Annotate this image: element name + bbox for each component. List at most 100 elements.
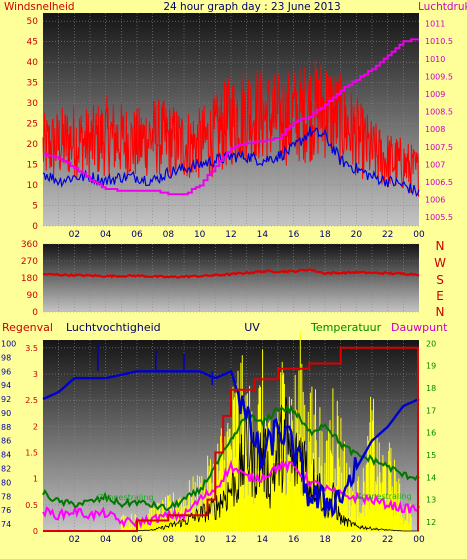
compass-label-w: W bbox=[434, 256, 446, 270]
temperature-label: Temperatuur bbox=[310, 321, 382, 334]
dewpoint-label: Dauwpunt bbox=[391, 321, 448, 334]
compass-label-n-bottom: N bbox=[436, 305, 445, 319]
humidity-y-tick-label: 90 bbox=[1, 409, 11, 418]
wind-y-tick-label: 50 bbox=[27, 17, 39, 27]
rain-y-tick-label: 1 bbox=[33, 475, 38, 484]
x-tick-label: 12 bbox=[225, 230, 236, 240]
x-tick-label: 04 bbox=[100, 535, 112, 545]
direction-y-tick-label: 0 bbox=[32, 308, 38, 318]
temperature-y-tick-label: 15 bbox=[426, 451, 436, 460]
temperature-y-tick-label: 17 bbox=[426, 406, 436, 415]
humidity-y-tick-label: 76 bbox=[1, 506, 11, 515]
x-tick-label: 16 bbox=[288, 230, 300, 240]
wind-y-tick-label: 20 bbox=[27, 140, 39, 150]
pressure-y-tick-label: 1007 bbox=[425, 160, 445, 169]
x-tick-label: 14 bbox=[257, 230, 269, 240]
x-tick-label: 10 bbox=[194, 230, 206, 240]
temperature-y-tick-label: 20 bbox=[426, 339, 436, 348]
x-tick-label: 08 bbox=[163, 535, 175, 545]
wind-y-tick-label: 35 bbox=[27, 79, 38, 89]
wind-speed-label: Windsnelheid bbox=[4, 1, 75, 13]
humidity-label: Luchtvochtigheid bbox=[66, 321, 161, 334]
pressure-y-tick-label: 1011 bbox=[425, 20, 445, 29]
pressure-y-tick-label: 1008.5 bbox=[425, 108, 453, 117]
x-tick-label: 14 bbox=[257, 535, 269, 545]
chart-title: 24 hour graph day : 23 June 2013 bbox=[163, 1, 340, 13]
solar-overlay-label-left: Zonnestraling bbox=[98, 493, 154, 502]
humidity-y-tick-label: 100 bbox=[1, 339, 16, 348]
x-tick-label: 00 bbox=[413, 230, 425, 240]
humidity-y-tick-label: 98 bbox=[1, 353, 11, 362]
pressure-y-tick-label: 1006.5 bbox=[425, 178, 453, 187]
humidity-y-tick-label: 96 bbox=[1, 367, 11, 376]
rain-y-tick-label: 2 bbox=[33, 422, 38, 431]
temperature-y-tick-label: 12 bbox=[426, 518, 436, 527]
wind-direction-line bbox=[43, 268, 419, 279]
direction-y-tick-label: 180 bbox=[21, 274, 38, 284]
x-tick-label: 22 bbox=[382, 535, 393, 545]
wind-speed-line bbox=[42, 59, 420, 197]
uv-label: UV bbox=[244, 321, 260, 334]
humidity-y-tick-label: 94 bbox=[1, 381, 11, 390]
rain-y-tick-label: 3 bbox=[33, 370, 38, 379]
solar-overlay-label-right: Zonnestraling bbox=[356, 492, 412, 501]
x-tick-label: 20 bbox=[351, 230, 363, 240]
x-tick-label: 00 bbox=[413, 535, 425, 545]
temperature-y-tick-label: 18 bbox=[426, 384, 436, 393]
compass-label-e: E bbox=[436, 289, 444, 303]
rain-y-tick-label: 0.5 bbox=[25, 501, 38, 510]
x-tick-label: 02 bbox=[69, 535, 80, 545]
pressure-y-tick-label: 1009 bbox=[425, 90, 445, 99]
humidity-line bbox=[42, 369, 420, 518]
humidity-y-tick-label: 78 bbox=[1, 492, 11, 501]
humidity-y-tick-label: 82 bbox=[1, 464, 11, 473]
x-tick-label: 22 bbox=[382, 230, 393, 240]
compass-label-s: S bbox=[436, 273, 444, 287]
pressure-y-tick-label: 1006 bbox=[425, 196, 445, 205]
x-tick-label: 08 bbox=[163, 230, 175, 240]
wind-gust-line bbox=[42, 126, 420, 197]
pressure-y-tick-label: 1005.5 bbox=[425, 213, 453, 222]
x-tick-label: 02 bbox=[69, 230, 80, 240]
temperature-y-tick-label: 14 bbox=[426, 473, 436, 482]
temperature-y-tick-label: 19 bbox=[426, 362, 436, 371]
humidity-y-tick-label: 80 bbox=[1, 478, 11, 487]
x-tick-label: 16 bbox=[288, 535, 300, 545]
direction-y-tick-label: 90 bbox=[27, 291, 39, 301]
wind-y-tick-label: 30 bbox=[27, 99, 39, 109]
direction-y-tick-label: 360 bbox=[21, 240, 38, 250]
rain-y-tick-label: 3.5 bbox=[25, 344, 38, 353]
x-tick-label: 06 bbox=[131, 230, 143, 240]
pressure-y-tick-label: 1010 bbox=[425, 55, 445, 64]
temperature-y-tick-label: 13 bbox=[426, 496, 436, 505]
x-tick-label: 04 bbox=[100, 230, 112, 240]
wind-y-tick-label: 15 bbox=[27, 161, 38, 171]
pressure-label: Luchtdruk bbox=[418, 1, 467, 13]
wind-y-tick-label: 0 bbox=[32, 222, 38, 232]
humidity-y-tick-label: 88 bbox=[1, 423, 11, 432]
pressure-y-tick-label: 1009.5 bbox=[425, 72, 453, 81]
pressure-y-tick-label: 1010.5 bbox=[425, 37, 453, 46]
humidity-y-tick-label: 86 bbox=[1, 437, 11, 446]
x-tick-label: 12 bbox=[225, 535, 236, 545]
rain-y-tick-label: 1.5 bbox=[25, 449, 38, 458]
data-layer bbox=[42, 38, 420, 532]
wind-y-tick-label: 40 bbox=[27, 58, 39, 68]
pressure-y-tick-label: 1008 bbox=[425, 125, 445, 134]
x-tick-label: 06 bbox=[131, 535, 143, 545]
pressure-line bbox=[43, 38, 419, 196]
x-tick-label: 20 bbox=[351, 535, 363, 545]
rainfall-line bbox=[43, 346, 419, 532]
rain-y-tick-label: 0 bbox=[33, 527, 38, 536]
dewpoint-line bbox=[42, 458, 420, 529]
wind-y-tick-label: 25 bbox=[27, 120, 38, 130]
wind-y-tick-label: 5 bbox=[32, 202, 38, 212]
pressure-y-tick-label: 1007.5 bbox=[425, 143, 453, 152]
wind-y-tick-label: 10 bbox=[27, 181, 39, 191]
humidity-y-tick-label: 74 bbox=[1, 520, 11, 529]
direction-y-tick-label: 270 bbox=[21, 257, 38, 267]
wind-y-tick-label: 45 bbox=[27, 38, 38, 48]
